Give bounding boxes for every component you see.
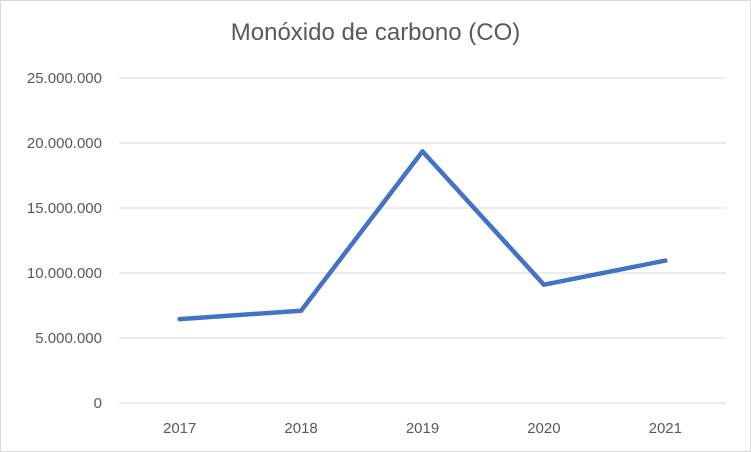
y-tick-label: 15.000.000 <box>27 200 102 217</box>
y-tick-label: 10.000.000 <box>27 265 102 282</box>
chart-title: Monóxido de carbono (CO) <box>230 19 521 46</box>
x-tick-label: 2019 <box>406 420 439 437</box>
data-point <box>541 282 547 287</box>
data-point <box>420 149 425 154</box>
y-tick-label: 20.000.000 <box>27 135 102 152</box>
y-tick-label: 25.000.000 <box>27 70 102 87</box>
x-tick-label: 2021 <box>649 420 682 437</box>
data-point <box>663 258 668 263</box>
y-tick-label: 0 <box>94 395 102 412</box>
x-tick-label: 2018 <box>284 420 317 437</box>
data-point <box>177 316 182 322</box>
x-tick-label: 2020 <box>527 420 560 437</box>
y-tick-label: 5.000.000 <box>35 330 102 347</box>
series-line <box>177 149 668 322</box>
data-point <box>298 308 304 313</box>
x-tick-label: 2017 <box>163 420 196 437</box>
